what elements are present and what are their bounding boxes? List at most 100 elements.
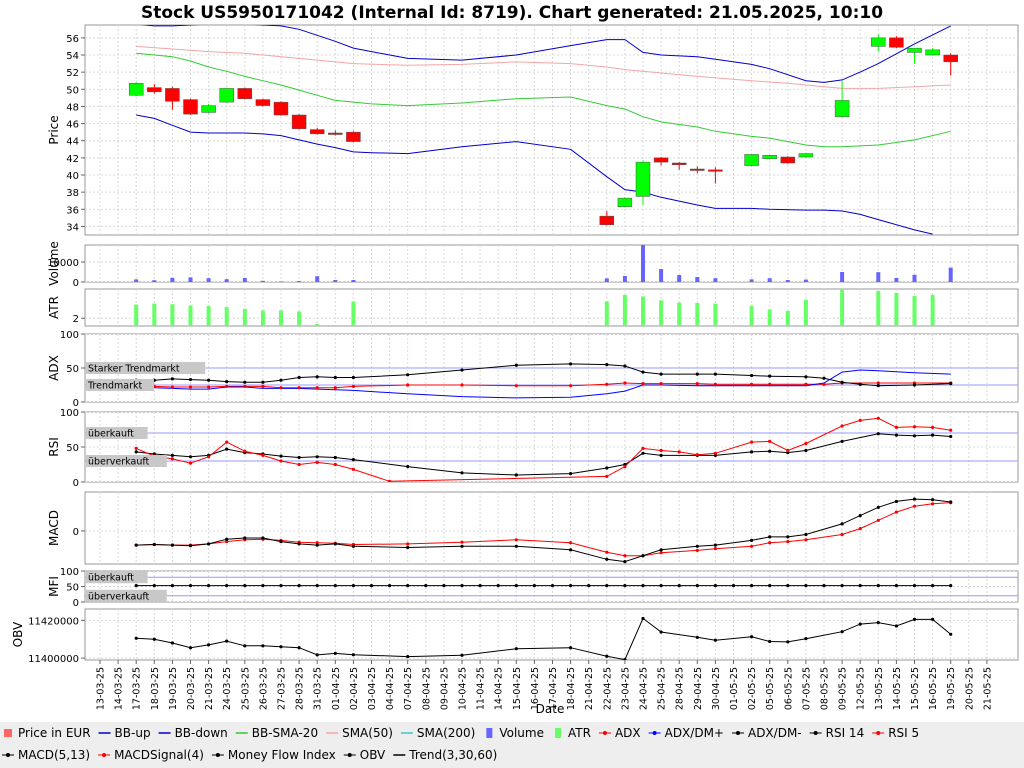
- adx-point: [659, 382, 663, 386]
- volume-bar: [206, 278, 211, 282]
- rsi5-point: [659, 448, 663, 453]
- mfi-point: [569, 583, 573, 588]
- rsi14-point: [406, 465, 410, 469]
- volume-bar: [188, 277, 193, 282]
- rsi14-point: [225, 447, 229, 451]
- date-tick-label: 27-03-25: [277, 667, 288, 710]
- mfi-point: [225, 583, 229, 588]
- macd-signal-line: [136, 502, 951, 557]
- adx-point: [514, 384, 518, 388]
- rsi14-point: [134, 450, 138, 454]
- macd-signal-point: [406, 542, 410, 546]
- macd-point: [713, 543, 718, 547]
- dm-minus-point: [188, 377, 193, 382]
- date-tick-label: 17-04-25: [548, 667, 559, 710]
- obv-point: [460, 653, 464, 657]
- dm-minus-point: [569, 362, 573, 366]
- volume-bar: [659, 269, 664, 282]
- date-tick-label: 25-03-25: [240, 667, 251, 710]
- adx-plot: [85, 362, 1018, 399]
- mfi-point: [532, 583, 537, 588]
- dm-minus-point: [207, 378, 211, 382]
- mfi-point: [243, 583, 247, 588]
- mfi-point: [804, 583, 808, 588]
- obv-point: [406, 655, 410, 659]
- dm-minus-point: [170, 377, 174, 381]
- mfi-point: [605, 583, 609, 588]
- obv-point: [207, 643, 211, 647]
- rsi5-point: [858, 418, 862, 422]
- adx-point: [243, 384, 247, 388]
- rsi5-point: [677, 450, 681, 454]
- legend-dot: [102, 753, 107, 757]
- atr-grid: [85, 289, 1018, 326]
- adx-point: [261, 384, 265, 388]
- macd-point: [750, 538, 754, 542]
- atr-bar: [930, 294, 935, 326]
- date-tick-label: 10-04-25: [458, 667, 469, 710]
- macd-point: [912, 497, 917, 501]
- volume-bar: [152, 280, 157, 282]
- legend-label: RSI 14: [826, 726, 865, 740]
- atr-plot: [134, 289, 935, 326]
- macd-point: [279, 539, 283, 544]
- obv-point: [333, 651, 337, 655]
- dm-minus-point: [279, 378, 283, 382]
- atr-bar: [840, 289, 845, 326]
- obv-plot: [134, 616, 953, 660]
- macd-signal-point: [858, 526, 862, 531]
- mfi-point: [550, 583, 555, 588]
- macd-signal-point: [768, 541, 772, 545]
- mfi-point: [369, 583, 374, 588]
- dm-minus-point: [876, 384, 880, 388]
- date-tick-label: 20-03-25: [186, 667, 197, 710]
- obv-point: [297, 646, 301, 650]
- candle-up: [744, 154, 759, 166]
- macd-point: [261, 536, 265, 540]
- obv-ytick-label: 11400000: [28, 654, 79, 665]
- volume-bar: [641, 245, 645, 282]
- mfi-plot: [85, 576, 1018, 597]
- dm-minus-point: [840, 380, 844, 384]
- macd-point: [351, 544, 355, 548]
- obv-frame: [84, 608, 1019, 661]
- rsi14-point: [840, 439, 844, 443]
- volume-bar: [134, 279, 139, 282]
- atr-bar: [170, 304, 175, 326]
- date-tick-label: 23-04-25: [620, 667, 631, 710]
- atr-bar: [749, 305, 754, 326]
- candle-down: [273, 101, 289, 116]
- obv-point: [261, 644, 265, 648]
- atr-bar: [622, 294, 627, 326]
- candle-up: [201, 105, 216, 113]
- price-ytick-label: 56: [66, 34, 79, 45]
- adx-panel: 0 50 100 ADX Starker Trendmarkt Trendmarkt: [47, 330, 1019, 409]
- chart-title: Stock US5950171042 (Internal Id: 8719). …: [141, 3, 883, 23]
- mfi-point: [768, 583, 772, 588]
- volume-grid: [85, 245, 1018, 282]
- mfi-point: [424, 583, 428, 588]
- obv-point: [569, 646, 573, 650]
- date-tick-label: 31-03-25: [313, 667, 324, 710]
- volume-bar: [912, 274, 917, 282]
- price-panel: 34 36 38 40 42 44 46 48 50 52 54 56 Price: [47, 24, 1019, 236]
- rsi5-point: [243, 449, 247, 453]
- candle-up: [925, 49, 940, 56]
- macd-signal-point: [876, 518, 880, 522]
- rsi5-point: [188, 461, 193, 465]
- adx-point: [569, 384, 573, 388]
- macd-signal-point: [605, 550, 609, 554]
- legend-dot: [602, 731, 607, 735]
- atr-bar: [134, 304, 139, 326]
- rsi14-point: [279, 454, 283, 458]
- atr-bar: [297, 311, 302, 326]
- date-tick-label: 19-05-25: [946, 667, 957, 710]
- mfi-point: [912, 583, 917, 588]
- mfi-point: [478, 583, 482, 588]
- rsi5-point: [351, 467, 355, 471]
- obv-line: [136, 617, 952, 660]
- volume-bar: [749, 279, 754, 282]
- adx-point: [406, 383, 410, 387]
